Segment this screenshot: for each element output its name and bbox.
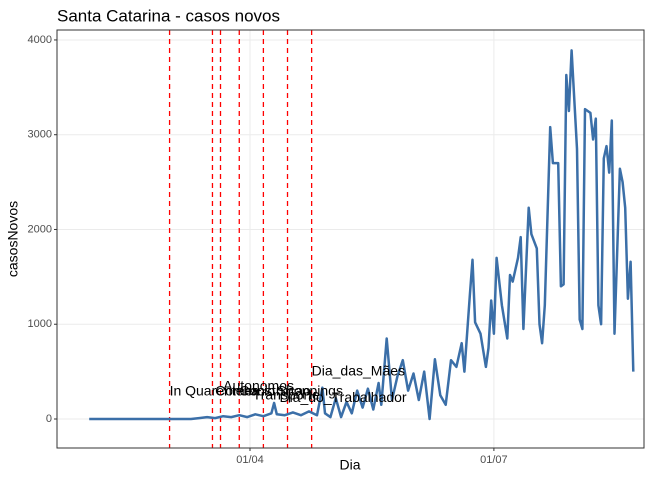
y-tick-label: 4000 bbox=[28, 34, 52, 46]
annotation: Comercio bbox=[215, 383, 275, 399]
chart-title: Santa Catarina - casos novos bbox=[57, 6, 280, 25]
y-tick-label: 0 bbox=[46, 413, 52, 425]
annotation: Shoppings bbox=[277, 383, 343, 399]
annotation: In Quarentena bbox=[170, 383, 260, 399]
data-line bbox=[89, 49, 635, 421]
plot-panel bbox=[57, 30, 644, 448]
x-tick-label: 01/07 bbox=[480, 454, 508, 466]
y-axis-label: casosNovos bbox=[5, 201, 21, 277]
y-tick-label: 1000 bbox=[28, 318, 52, 330]
annotation: Dia_das_Mães bbox=[312, 363, 405, 379]
y-tick-label: 2000 bbox=[28, 223, 52, 235]
y-tick-label: 3000 bbox=[28, 129, 52, 141]
annotation: Transporte bbox=[253, 387, 320, 403]
annotation: Construcao bbox=[239, 383, 311, 399]
panel-border bbox=[56, 29, 645, 449]
annotation: Dia_do_Trabalhador bbox=[279, 389, 406, 405]
x-axis-label: Dia bbox=[339, 457, 360, 473]
x-tick-label: 01/04 bbox=[236, 454, 264, 466]
annotation: Autonomos bbox=[223, 378, 294, 394]
